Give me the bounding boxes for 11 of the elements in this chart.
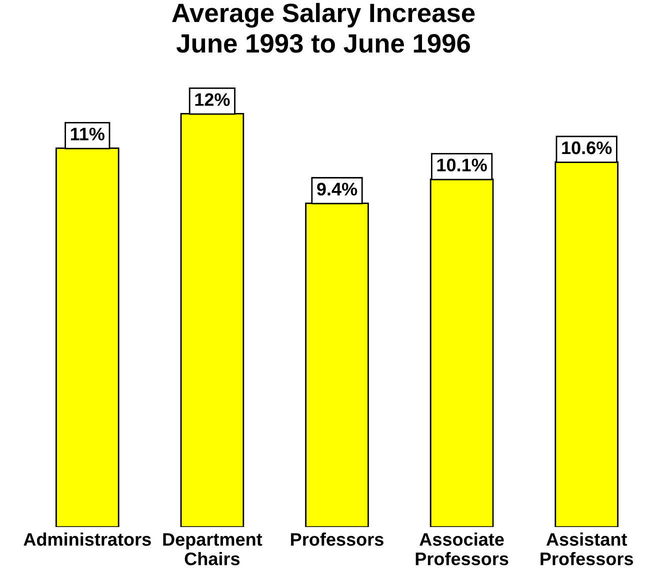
x-tick-label: Assistant Professors (540, 532, 634, 566)
x-tick-label: Associate Professors (416, 532, 508, 566)
data-label: 10.1% (437, 158, 487, 172)
x-tick-label: Administrators (24, 532, 151, 546)
chart-title: Average Salary Increase June 1993 to June 1996 (172, 2, 475, 53)
data-label: 10.6% (562, 141, 612, 154)
data-label: 12% (195, 93, 230, 106)
data-label: 11% (70, 128, 104, 140)
data-label: 9.4% (317, 182, 358, 196)
x-tick-label: Professors (291, 532, 384, 546)
x-tick-label: Department Chairs (163, 533, 262, 566)
